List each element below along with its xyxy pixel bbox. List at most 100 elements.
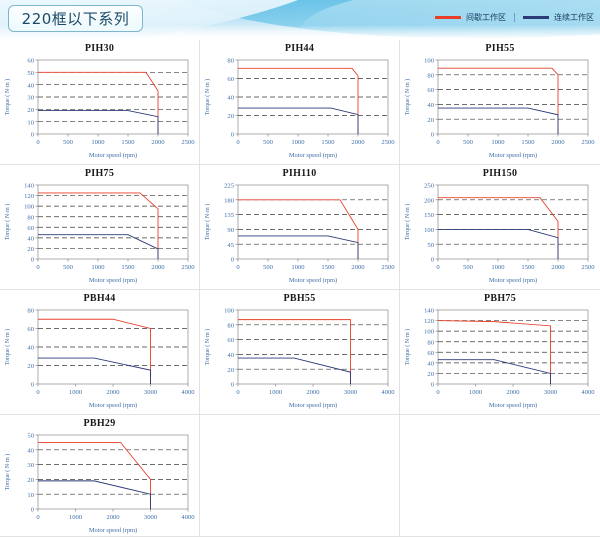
svg-text:80: 80 <box>27 308 34 315</box>
svg-text:0: 0 <box>436 139 440 146</box>
chart-panel-empty <box>400 415 600 537</box>
svg-text:60: 60 <box>227 76 234 83</box>
chart-grid: PIH30 0 10 20 30 40 50 60 0 500 1000 1500 2000 2500 Mo… <box>0 40 600 537</box>
svg-text:500: 500 <box>63 139 74 146</box>
chart-panel-pbh29: PBH29 0 10 20 30 40 50 0 1000 2000 3000 4000 Motor s… <box>0 415 200 537</box>
svg-text:Torque ( N·m ): Torque ( N·m ) <box>404 204 411 240</box>
svg-text:0: 0 <box>236 139 240 146</box>
svg-text:500: 500 <box>63 264 74 271</box>
svg-text:Torque ( N·m ): Torque ( N·m ) <box>204 329 211 365</box>
chart-title: PBH44 <box>83 293 116 304</box>
svg-text:1000: 1000 <box>269 389 283 396</box>
svg-text:120: 120 <box>24 193 35 200</box>
svg-text:40: 40 <box>27 82 34 89</box>
svg-text:1500: 1500 <box>321 264 335 271</box>
chart-panel-pih75: PIH75 0 20 40 60 80 100 120 140 0 500 1000 1500 2000 2… <box>0 165 200 290</box>
chart-panel-pbh75: PBH75 0 20 40 60 80 100 120 140 0 1000 2000 3000 4000… <box>400 290 600 415</box>
svg-text:140: 140 <box>424 308 435 315</box>
svg-text:4000: 4000 <box>581 389 595 396</box>
svg-text:2500: 2500 <box>381 264 395 271</box>
svg-text:40: 40 <box>227 352 234 359</box>
svg-text:40: 40 <box>427 360 434 367</box>
svg-text:150: 150 <box>424 212 435 219</box>
chart-title: PBH55 <box>283 293 316 304</box>
chart-title: PIH55 <box>485 43 515 54</box>
svg-text:0: 0 <box>36 514 40 521</box>
svg-text:Torque ( N·m ): Torque ( N·m ) <box>4 329 11 365</box>
svg-text:10: 10 <box>27 119 34 126</box>
svg-text:0: 0 <box>431 132 435 139</box>
svg-text:Motor speed (rpm): Motor speed (rpm) <box>89 527 137 534</box>
svg-text:3000: 3000 <box>344 389 358 396</box>
svg-text:0: 0 <box>431 382 435 389</box>
svg-text:Motor speed (rpm): Motor speed (rpm) <box>289 402 337 409</box>
svg-text:500: 500 <box>263 264 274 271</box>
chart-title: PIH110 <box>282 168 317 179</box>
svg-text:30: 30 <box>27 462 34 469</box>
svg-text:2000: 2000 <box>106 389 120 396</box>
svg-text:0: 0 <box>31 382 35 389</box>
svg-text:0: 0 <box>231 257 235 264</box>
chart-plot-area: 0 20 40 60 80 0 1000 2000 3000 4000 Motor speed (r… <box>0 304 199 412</box>
svg-text:100: 100 <box>424 329 435 336</box>
svg-text:0: 0 <box>31 132 35 139</box>
svg-text:0: 0 <box>36 264 40 271</box>
svg-text:Motor speed (rpm): Motor speed (rpm) <box>89 277 137 284</box>
svg-text:80: 80 <box>27 214 34 221</box>
chart-plot-area: 0 10 20 30 40 50 0 1000 2000 3000 4000 Motor speed … <box>0 429 199 536</box>
svg-text:60: 60 <box>27 225 34 232</box>
svg-text:1500: 1500 <box>321 139 335 146</box>
svg-text:80: 80 <box>427 339 434 346</box>
svg-text:Torque ( N·m ): Torque ( N·m ) <box>204 79 211 115</box>
svg-text:10: 10 <box>27 492 34 499</box>
svg-text:500: 500 <box>263 139 274 146</box>
svg-text:20: 20 <box>227 367 234 374</box>
legend-line-red-icon <box>434 16 461 19</box>
svg-text:4000: 4000 <box>181 389 195 396</box>
svg-text:0: 0 <box>236 264 240 271</box>
svg-text:45: 45 <box>227 242 234 249</box>
svg-text:Motor speed (rpm): Motor speed (rpm) <box>489 402 537 409</box>
svg-text:3000: 3000 <box>144 514 158 521</box>
svg-text:2000: 2000 <box>151 264 165 271</box>
svg-text:0: 0 <box>436 389 440 396</box>
legend-line-blue-icon <box>523 16 549 19</box>
svg-text:Torque ( N·m ): Torque ( N·m ) <box>4 79 11 115</box>
chart-panel-pih110: PIH110 0 45 90 135 180 225 0 500 1000 1500 2000 2500… <box>200 165 400 290</box>
svg-text:3000: 3000 <box>544 389 558 396</box>
svg-text:100: 100 <box>424 58 435 65</box>
svg-text:100: 100 <box>224 308 235 315</box>
svg-text:100: 100 <box>424 227 435 234</box>
svg-text:1000: 1000 <box>91 264 105 271</box>
chart-panel-pih150: PIH150 0 50 100 150 200 250 0 500 1000 1500 2000 250… <box>400 165 600 290</box>
svg-text:1000: 1000 <box>469 389 483 396</box>
svg-text:Motor speed (rpm): Motor speed (rpm) <box>489 277 537 284</box>
svg-text:2000: 2000 <box>506 389 520 396</box>
svg-text:40: 40 <box>27 345 34 352</box>
svg-text:20: 20 <box>227 113 234 120</box>
svg-text:0: 0 <box>236 389 240 396</box>
svg-text:Torque ( N·m ): Torque ( N·m ) <box>404 79 411 115</box>
chart-title: PIH44 <box>284 43 315 54</box>
chart-panel-pih30: PIH30 0 10 20 30 40 50 60 0 500 1000 1500 2000 2500 Mo… <box>0 40 200 165</box>
svg-text:0: 0 <box>31 257 35 264</box>
svg-text:80: 80 <box>227 322 234 329</box>
svg-text:20: 20 <box>27 477 34 484</box>
svg-text:135: 135 <box>224 212 235 219</box>
chart-plot-area: 0 20 40 60 80 100 0 500 1000 1500 2000 2500 Motor sp… <box>400 54 600 162</box>
chart-plot-area: 0 20 40 60 80 100 0 1000 2000 3000 4000 Motor speed… <box>200 304 399 412</box>
svg-text:Motor speed (rpm): Motor speed (rpm) <box>289 277 337 284</box>
svg-text:80: 80 <box>227 58 234 65</box>
svg-text:2000: 2000 <box>551 139 565 146</box>
chart-plot-area: 0 20 40 60 80 100 120 140 0 500 1000 1500 2000 2500 Mo… <box>0 179 199 287</box>
svg-text:2000: 2000 <box>306 389 320 396</box>
svg-text:250: 250 <box>424 183 435 190</box>
legend-separator: | <box>512 12 516 23</box>
svg-text:500: 500 <box>463 139 474 146</box>
svg-text:0: 0 <box>431 257 435 264</box>
svg-text:140: 140 <box>24 183 35 190</box>
svg-text:4000: 4000 <box>381 389 395 396</box>
svg-text:2500: 2500 <box>581 139 595 146</box>
legend-label-continuous: 连续工作区 <box>554 13 594 22</box>
